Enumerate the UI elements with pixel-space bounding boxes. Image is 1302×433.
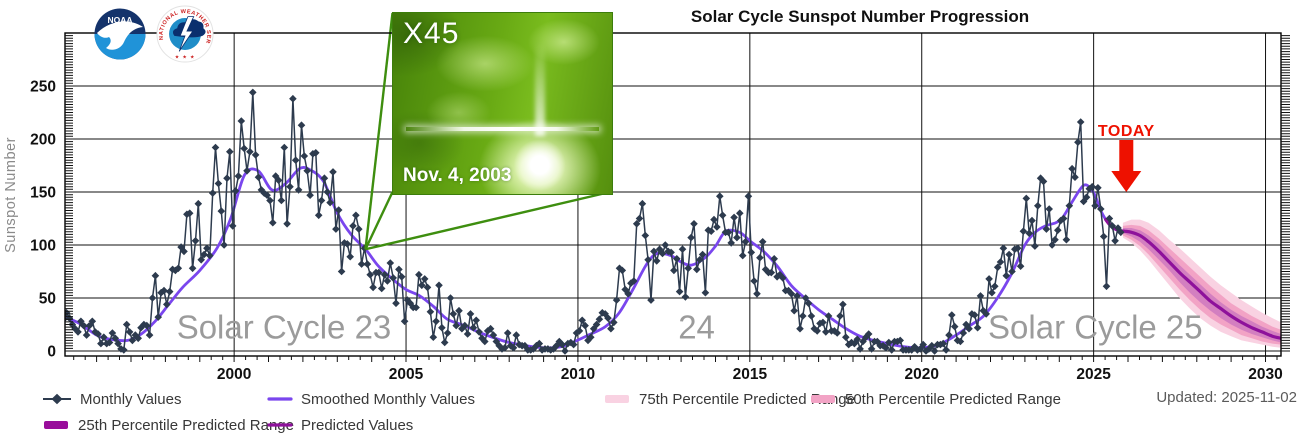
cycle-annotation: Solar Cycle 25 bbox=[988, 309, 1203, 346]
minor-ticks bbox=[65, 35, 1290, 362]
band50-swatch bbox=[809, 392, 837, 406]
legend-label: Smoothed Monthly Values bbox=[301, 390, 475, 408]
svg-text:2005: 2005 bbox=[389, 366, 424, 383]
monthly-series bbox=[65, 91, 1122, 352]
flare-diffraction-streak bbox=[406, 127, 599, 132]
today-arrow-icon bbox=[1111, 140, 1142, 192]
flare-plume bbox=[535, 41, 546, 137]
monthly-values-marker bbox=[42, 392, 72, 406]
legend-item-monthly: Monthly Values bbox=[42, 389, 181, 409]
noaa-bird-icon bbox=[97, 21, 143, 50]
tick-labels: 0 50 100 150 200 250 2000 2005 2010 2015 2020 2025 2… bbox=[30, 79, 1283, 384]
noaa-logo-text: NOAA bbox=[107, 15, 132, 25]
smoothed-line-marker bbox=[267, 392, 293, 406]
band75-swatch bbox=[603, 392, 631, 406]
svg-text:250: 250 bbox=[30, 79, 56, 96]
series-layer bbox=[65, 88, 1281, 355]
nws-lightning-icon bbox=[178, 16, 195, 52]
svg-text:2015: 2015 bbox=[733, 366, 768, 383]
predicted-series bbox=[1104, 218, 1281, 340]
legend-label: Predicted Values bbox=[301, 416, 414, 433]
solar-flare-inset: X45 Nov. 4, 2003 bbox=[392, 12, 613, 195]
svg-text:2010: 2010 bbox=[561, 366, 595, 383]
page-title: Solar Cycle Sunspot Number Progression bbox=[690, 7, 1030, 26]
svg-text:50: 50 bbox=[39, 291, 56, 308]
today-label: TODAY bbox=[1098, 123, 1155, 140]
flare-class-label: X45 bbox=[403, 17, 460, 50]
nws-logo: NATIONAL WEATHER SERVICE ★ ★ ★ bbox=[156, 4, 214, 63]
cycle-annotation: Solar Cycle 23 bbox=[177, 309, 392, 346]
svg-text:0: 0 bbox=[47, 344, 56, 361]
svg-text:2025: 2025 bbox=[1076, 366, 1111, 383]
inset-callout-lines bbox=[364, 12, 611, 251]
svg-text:150: 150 bbox=[30, 185, 56, 202]
band25-swatch bbox=[42, 418, 70, 432]
legend-label: 25th Percentile Predicted Range bbox=[78, 416, 294, 433]
svg-text:200: 200 bbox=[30, 132, 56, 149]
legend-label: 50th Percentile Predicted Range bbox=[845, 390, 1061, 408]
legend-item-predicted: Predicted Values bbox=[267, 415, 413, 433]
cycle-annotation: 24 bbox=[678, 309, 715, 346]
svg-text:2000: 2000 bbox=[217, 366, 251, 383]
svg-text:100: 100 bbox=[30, 238, 56, 255]
predicted-line-marker bbox=[267, 418, 293, 432]
legend-item-25th: 25th Percentile Predicted Range bbox=[42, 415, 294, 433]
legend-item-75th: 75th Percentile Predicted Range bbox=[603, 389, 855, 409]
legend-item-50th: 50th Percentile Predicted Range bbox=[809, 389, 1061, 409]
svg-text:2030: 2030 bbox=[1248, 366, 1282, 383]
legend-label: Monthly Values bbox=[80, 390, 182, 408]
nws-logo-stars: ★ ★ ★ bbox=[175, 55, 196, 61]
flare-date-label: Nov. 4, 2003 bbox=[403, 165, 512, 186]
y-axis-title: Sunspot Number bbox=[3, 137, 19, 253]
updated-timestamp: Updated: 2025-11-02 bbox=[1156, 389, 1297, 406]
legend-label: 75th Percentile Predicted Range bbox=[639, 390, 855, 408]
legend-item-smoothed: Smoothed Monthly Values bbox=[267, 389, 475, 409]
noaa-logo: NOAA bbox=[94, 8, 146, 60]
svg-text:2020: 2020 bbox=[904, 366, 938, 383]
